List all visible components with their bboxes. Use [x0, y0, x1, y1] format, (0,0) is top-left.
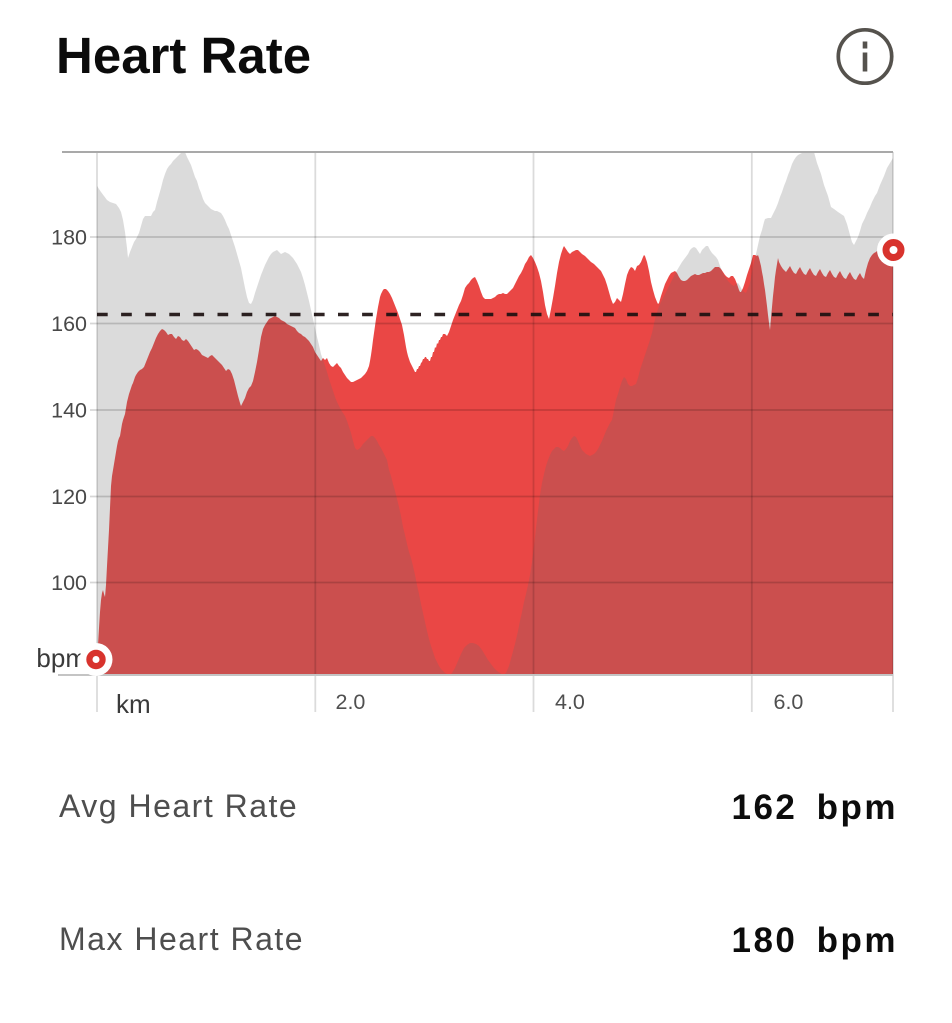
svg-text:120: 120 — [51, 485, 87, 509]
svg-text:km: km — [116, 689, 151, 719]
svg-text:4.0: 4.0 — [555, 690, 585, 714]
svg-text:bpm: bpm — [36, 643, 87, 673]
svg-text:160: 160 — [51, 312, 87, 336]
svg-text:180: 180 — [51, 225, 87, 249]
svg-text:100: 100 — [51, 571, 87, 595]
svg-text:6.0: 6.0 — [774, 690, 804, 714]
svg-text:140: 140 — [51, 398, 87, 422]
svg-text:2.0: 2.0 — [336, 690, 366, 714]
